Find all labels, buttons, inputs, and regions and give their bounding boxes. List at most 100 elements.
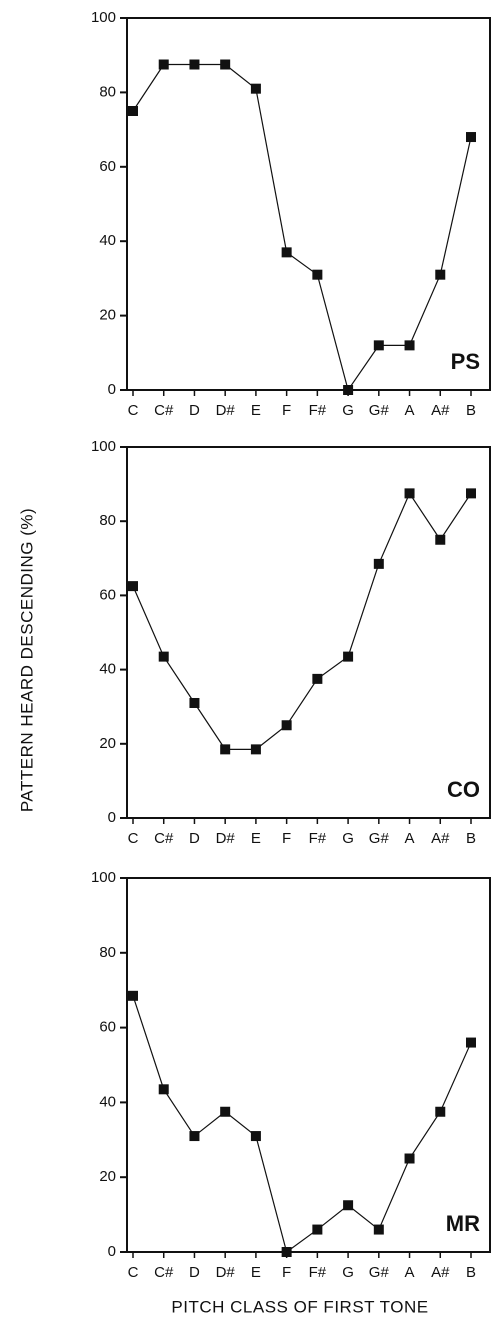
panel: 0 20 40 60 80 100 C C# D D# E F F# G G# A A# B CO xyxy=(91,438,491,847)
x-tick-label: A# xyxy=(431,402,450,419)
plot-frame xyxy=(126,17,491,391)
data-point xyxy=(343,385,354,395)
x-tick-label: D xyxy=(189,1264,200,1281)
data-point xyxy=(312,673,323,684)
x-axis-title: PITCH CLASS OF FIRST TONE xyxy=(171,1297,428,1316)
y-tick-label: 40 xyxy=(99,661,116,678)
data-point xyxy=(466,132,476,143)
x-tick-label: B xyxy=(466,1264,476,1281)
data-point xyxy=(250,1131,261,1142)
x-tick-label: C# xyxy=(154,1264,174,1281)
y-tick-label: 0 xyxy=(108,1243,116,1260)
x-tick-label: G xyxy=(342,1264,354,1281)
data-point xyxy=(189,59,200,70)
data-point xyxy=(220,59,231,70)
series-line xyxy=(132,492,472,750)
y-tick-label: 80 xyxy=(99,512,116,529)
x-tick-label: C# xyxy=(154,830,174,847)
x-tick-label: D# xyxy=(216,830,236,847)
x-tick-label: G# xyxy=(369,1264,390,1281)
data-point xyxy=(435,534,446,545)
x-tick-label: B xyxy=(466,402,476,419)
x-tick-label: A xyxy=(405,1264,415,1281)
data-point xyxy=(158,1084,169,1095)
y-tick-label: 40 xyxy=(99,232,116,249)
data-point xyxy=(404,340,415,351)
data-point xyxy=(128,990,138,1001)
x-tick-label: G xyxy=(342,830,354,847)
data-point xyxy=(128,581,138,592)
panel-label: MR xyxy=(446,1211,480,1236)
series-line xyxy=(132,995,472,1254)
data-point xyxy=(373,558,384,569)
x-tick-label: E xyxy=(251,402,261,419)
plot-frame xyxy=(126,446,491,819)
data-point xyxy=(373,340,384,351)
x-tick-label: E xyxy=(251,1264,261,1281)
y-tick-label: 40 xyxy=(99,1093,116,1110)
data-point xyxy=(373,1224,384,1235)
data-point xyxy=(220,744,231,755)
x-tick-label: F xyxy=(282,830,291,847)
data-point xyxy=(189,697,200,708)
data-point xyxy=(250,744,261,755)
x-tick-label: C# xyxy=(154,402,174,419)
data-point xyxy=(435,1106,446,1117)
x-tick-label: A# xyxy=(431,830,450,847)
y-axis-title: PATTERN HEARD DESCENDING (%) xyxy=(17,508,36,812)
panel: 0 20 40 60 80 100 C C# D D# E F F# G G# A A# B MR xyxy=(91,869,491,1281)
data-point xyxy=(312,1224,323,1235)
x-tick-label: B xyxy=(466,830,476,847)
x-tick-label: D# xyxy=(216,1264,236,1281)
data-point xyxy=(466,488,476,499)
x-tick-label: C xyxy=(128,1264,139,1281)
data-point xyxy=(404,488,415,499)
data-point xyxy=(158,59,169,70)
x-tick-label: A# xyxy=(431,1264,450,1281)
x-tick-label: G# xyxy=(369,830,390,847)
x-tick-label: D xyxy=(189,402,200,419)
x-tick-label: D xyxy=(189,830,200,847)
y-tick-label: 20 xyxy=(99,1168,116,1185)
y-tick-label: 0 xyxy=(108,809,116,826)
x-tick-label: D# xyxy=(216,402,236,419)
data-point xyxy=(312,269,323,280)
data-point xyxy=(343,1200,354,1211)
data-point xyxy=(343,651,354,662)
x-tick-label: A xyxy=(405,402,415,419)
data-point xyxy=(466,1037,476,1048)
x-tick-label: F# xyxy=(309,402,327,419)
y-tick-label: 60 xyxy=(99,1019,116,1036)
y-tick-label: 60 xyxy=(99,158,116,175)
series-line xyxy=(132,63,472,392)
panel: 0 20 40 60 80 100 C C# D D# E F F# G G# A A# B PS xyxy=(91,9,491,419)
x-tick-label: G# xyxy=(369,402,390,419)
x-tick-label: C xyxy=(128,402,139,419)
panel-label: CO xyxy=(447,777,480,802)
panel-label: PS xyxy=(451,349,480,374)
x-tick-label: G xyxy=(342,402,354,419)
y-tick-label: 80 xyxy=(99,83,116,100)
y-tick-label: 80 xyxy=(99,944,116,961)
y-tick-label: 20 xyxy=(99,735,116,752)
y-tick-label: 20 xyxy=(99,307,116,324)
y-tick-label: 0 xyxy=(108,381,116,398)
data-point xyxy=(281,720,292,731)
data-point xyxy=(189,1131,200,1142)
data-point xyxy=(220,1106,231,1117)
x-tick-label: F# xyxy=(309,1264,327,1281)
x-tick-label: F xyxy=(282,402,291,419)
x-tick-label: C xyxy=(128,830,139,847)
x-tick-label: A xyxy=(405,830,415,847)
x-tick-label: F xyxy=(282,1264,291,1281)
data-point xyxy=(128,106,138,116)
y-tick-label: 100 xyxy=(91,438,116,455)
data-point xyxy=(281,247,292,258)
data-point xyxy=(435,269,446,280)
data-point xyxy=(250,83,261,94)
x-tick-label: F# xyxy=(309,830,327,847)
y-tick-label: 60 xyxy=(99,586,116,603)
data-point xyxy=(158,651,169,662)
data-point xyxy=(281,1247,292,1257)
